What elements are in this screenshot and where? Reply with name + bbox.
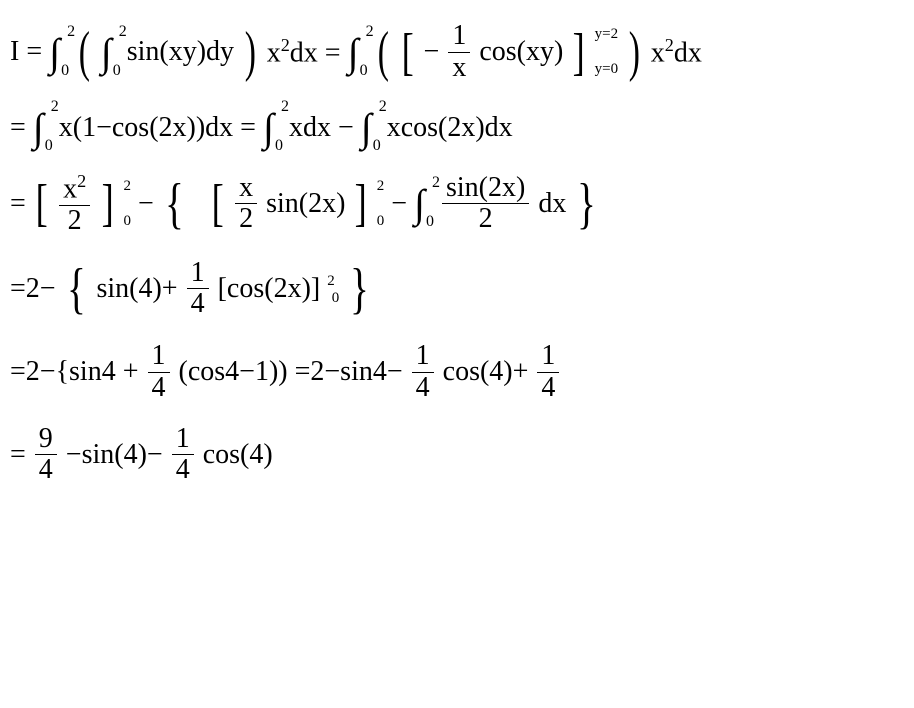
text: xdx − xyxy=(289,112,354,144)
text: −sin(4)− xyxy=(66,439,163,471)
bracket-icon: [ xyxy=(402,23,414,82)
text: − xyxy=(424,36,440,68)
integral: ∫20 xyxy=(414,180,425,227)
fraction: x 2 xyxy=(235,173,257,236)
bracket-icon: [ xyxy=(211,174,223,233)
equation-line-5: =2−{sin4 + 1 4 (cos4−1)) =2−sin4− 1 4 co… xyxy=(10,341,904,404)
text: − xyxy=(391,188,407,220)
integral: ∫20 xyxy=(49,29,60,76)
text: x2dx xyxy=(651,35,702,69)
text: sin(4)+ xyxy=(96,273,177,305)
integral: ∫20 xyxy=(348,29,359,76)
sup: 2 xyxy=(327,273,335,289)
text: = xyxy=(10,439,26,471)
bounds: y=2 y=0 xyxy=(595,26,618,78)
text: [cos(2x)] xyxy=(218,273,321,305)
paren-icon: ( xyxy=(377,20,388,84)
bounds: 2 0 xyxy=(124,178,132,230)
bracket-icon: [ xyxy=(35,174,47,233)
equation-line-1: I = ∫20 ( ∫20 sin(xy)dy ) x2dx = ∫20 ( [… xyxy=(10,20,904,84)
fraction: 1 4 xyxy=(187,258,209,321)
text: (cos4−1)) =2−sin4− xyxy=(179,356,403,388)
fraction: 1 4 xyxy=(172,424,194,487)
fraction: 1 4 xyxy=(537,341,559,404)
text: x(1−cos(2x))dx = xyxy=(59,112,256,144)
text: =2− xyxy=(10,273,56,305)
sub: 0 xyxy=(332,290,340,306)
equation-line-3: = [ x2 2 ] 2 0 − { [ x 2 sin(2x) ] 2 0 −… xyxy=(10,171,904,237)
text: dx xyxy=(538,188,566,220)
text: cos(4) xyxy=(203,439,273,471)
text: I = xyxy=(10,36,42,68)
equation-line-2: = ∫20 x(1−cos(2x))dx = ∫20 xdx − ∫20 xco… xyxy=(10,104,904,151)
text: =2−{sin4 + xyxy=(10,356,139,388)
integral: ∫20 xyxy=(361,104,372,151)
brace-icon: } xyxy=(577,172,596,236)
text: = xyxy=(10,112,26,144)
bounds: 2 0 xyxy=(377,178,385,230)
paren-icon: ) xyxy=(245,20,256,84)
text: − xyxy=(138,188,154,220)
bracket-icon: ] xyxy=(355,174,367,233)
bracket-icon: ] xyxy=(102,174,114,233)
equation-line-4: =2− { sin(4)+ 1 4 [cos(2x)] 2 0 } xyxy=(10,257,904,321)
brace-icon: { xyxy=(67,257,86,321)
paren-icon: ) xyxy=(629,20,640,84)
fraction: 1 4 xyxy=(148,341,170,404)
text: cos(4)+ xyxy=(443,356,529,388)
bracket-icon: ] xyxy=(573,23,585,82)
brace-icon: } xyxy=(350,257,369,321)
fraction: 9 4 xyxy=(35,424,57,487)
fraction: x2 2 xyxy=(59,171,90,237)
equation-line-6: = 9 4 −sin(4)− 1 4 cos(4) xyxy=(10,424,904,487)
text: = xyxy=(10,188,26,220)
text: cos(xy) xyxy=(479,36,563,68)
text: xcos(2x)dx xyxy=(387,112,513,144)
brace-icon: { xyxy=(165,172,184,236)
paren-icon: ( xyxy=(79,20,90,84)
text: sin(2x) xyxy=(266,188,345,220)
fraction: 1 4 xyxy=(412,341,434,404)
integral: ∫20 xyxy=(263,104,274,151)
integral: ∫20 xyxy=(101,29,112,76)
fraction: sin(2x) 2 xyxy=(442,173,529,236)
integral: ∫20 xyxy=(33,104,44,151)
text: x2dx = xyxy=(267,35,341,69)
text: sin(xy)dy xyxy=(127,36,234,68)
fraction: 1 x xyxy=(448,21,470,84)
